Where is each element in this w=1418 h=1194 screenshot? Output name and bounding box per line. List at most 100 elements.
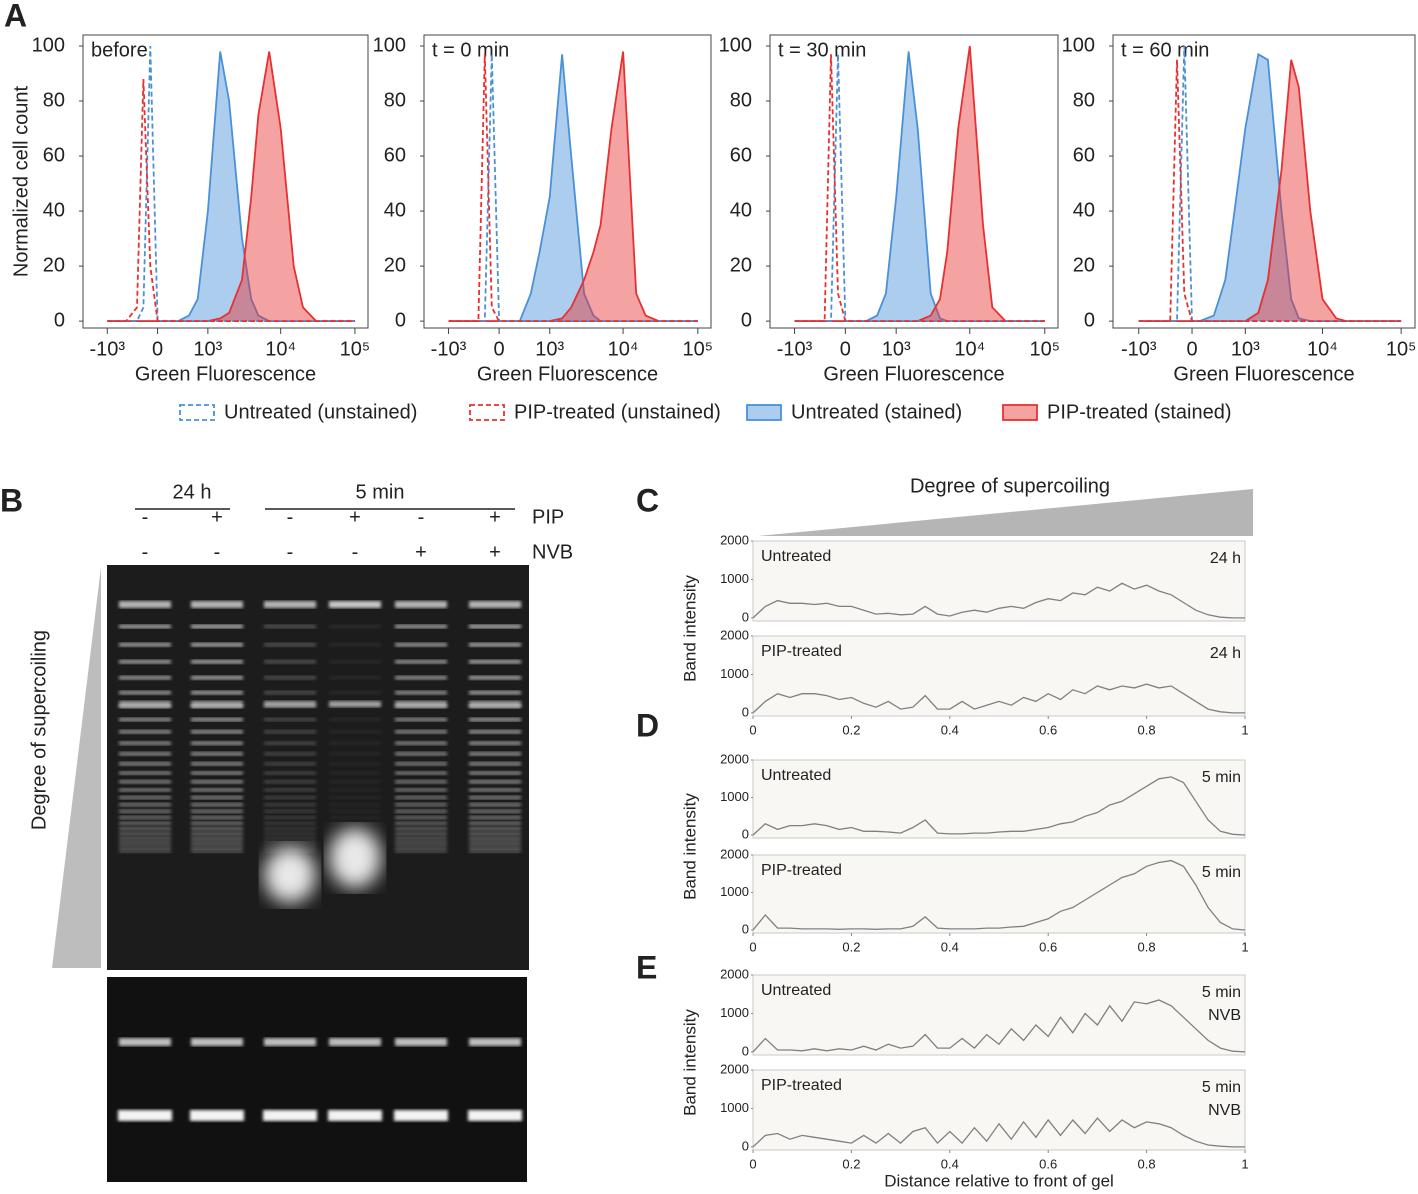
gel-band	[329, 771, 381, 776]
gel-smear	[264, 847, 316, 903]
gel-band	[469, 826, 521, 831]
gel-band	[119, 601, 171, 608]
y-tick-label: 60	[730, 144, 752, 166]
gel-band	[469, 659, 521, 664]
gel-band	[191, 729, 243, 734]
y-tick-label: 60	[43, 144, 65, 166]
profile-label: PIP-treated	[761, 862, 842, 879]
x-tick-label: 0	[749, 939, 756, 954]
gel-band	[264, 761, 316, 766]
y-tick-label: 60	[1073, 144, 1095, 166]
gel-band	[264, 809, 316, 814]
y-tick-label: 2000	[720, 627, 749, 642]
gel-sign: -	[142, 506, 149, 528]
gel-band	[395, 787, 447, 792]
gel-band	[119, 826, 171, 831]
panel-label: B	[0, 482, 23, 518]
x-tick-label: 10⁵	[1386, 338, 1417, 360]
gel-band	[264, 771, 316, 776]
y-axis-label: Normalized cell count	[10, 85, 32, 277]
gel-band	[468, 1110, 522, 1121]
gel-row-label: PIP	[532, 506, 564, 528]
gel-band	[191, 642, 243, 647]
legend-label: Untreated (stained)	[791, 401, 962, 423]
gel-band	[469, 704, 521, 709]
gel-band	[395, 642, 447, 647]
density-curve	[794, 54, 1045, 322]
y-tick-label: 0	[742, 921, 749, 936]
panel-annotation: t = 60 min	[1121, 39, 1209, 61]
gel-band	[329, 741, 381, 746]
gel-band	[329, 717, 381, 722]
y-tick-label: 80	[1073, 89, 1095, 111]
y-tick-label: 0	[742, 1138, 749, 1153]
gel-band	[329, 751, 381, 756]
plot-frame	[1112, 34, 1416, 329]
gel-band	[329, 690, 381, 695]
gel-band	[329, 659, 381, 664]
gel-band	[395, 809, 447, 814]
gel-band	[191, 659, 243, 664]
profile-condition: NVB	[1208, 1102, 1241, 1119]
gel-band	[329, 779, 381, 784]
x-tick-label: 1	[1241, 1156, 1248, 1171]
gel-band	[264, 841, 316, 846]
gel-band	[264, 821, 316, 826]
density-curve	[107, 51, 355, 322]
x-tick-label: 0.8	[1138, 722, 1156, 737]
y-tick-label: 60	[384, 144, 406, 166]
panel-label: D	[636, 707, 659, 743]
gel-band	[395, 779, 447, 784]
gel-band	[191, 802, 243, 807]
profile-condition: 5 min	[1202, 769, 1241, 786]
gel-band	[119, 831, 171, 836]
gel-band	[469, 717, 521, 722]
gel-band	[469, 601, 521, 608]
gel-band	[264, 659, 316, 664]
gel-group-label: 24 h	[173, 481, 212, 503]
legend-label: PIP-treated (stained)	[1047, 401, 1232, 423]
x-tick-label: 10³	[1231, 338, 1260, 360]
panel-label: A	[4, 0, 27, 33]
gel-band	[328, 1110, 382, 1121]
y-tick-label: 20	[43, 254, 65, 276]
x-tick-label: 0.8	[1138, 939, 1156, 954]
y-tick-label: 100	[719, 34, 752, 56]
supercoiling-wedge	[52, 567, 101, 968]
gel-band	[119, 841, 171, 846]
gel-band	[264, 826, 316, 831]
profile-condition: 5 min	[1202, 984, 1241, 1001]
gel-band	[469, 836, 521, 841]
gel-band	[329, 821, 381, 826]
density-curve	[448, 51, 698, 322]
gel-band	[119, 729, 171, 734]
density-curve	[107, 78, 355, 322]
gel-band	[395, 751, 447, 756]
gel-band	[329, 704, 381, 709]
x-tick-label: -10³	[777, 338, 813, 360]
gel-band	[191, 771, 243, 776]
gel-band	[395, 802, 447, 807]
gel-band	[191, 849, 243, 854]
x-tick-label: 10³	[193, 338, 222, 360]
gel-bands	[118, 601, 522, 1121]
gel-band	[395, 815, 447, 820]
gel-band	[469, 761, 521, 766]
gel-band	[119, 779, 171, 784]
y-axis-label: Band intensity	[680, 1009, 699, 1116]
plot-frame	[752, 854, 1246, 934]
legend-swatch	[1002, 404, 1038, 421]
profile-condition: 24 h	[1210, 550, 1241, 567]
gel-band	[119, 717, 171, 722]
gel-band	[469, 624, 521, 629]
gel-band	[395, 761, 447, 766]
gel-sign: -	[287, 506, 294, 528]
density-curve	[448, 54, 698, 322]
gel-band	[119, 741, 171, 746]
x-tick-label: 10³	[535, 338, 564, 360]
panel-label: C	[636, 482, 659, 518]
y-tick-label: 0	[742, 826, 749, 841]
gel-sign: +	[415, 541, 427, 563]
legend: Untreated (unstained) PIP-treated (unstai…	[179, 401, 1232, 423]
y-tick-label: 80	[384, 89, 406, 111]
